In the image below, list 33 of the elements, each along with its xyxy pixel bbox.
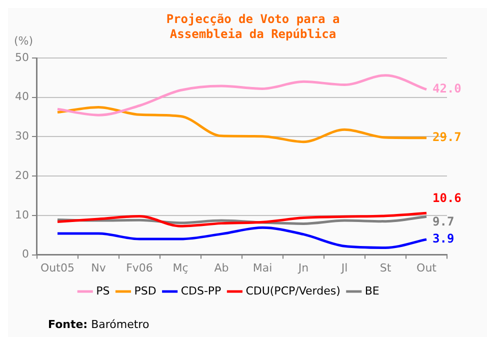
x-tick-label: Out (416, 261, 438, 274)
data-label: 42.0 (432, 82, 462, 96)
y-tick-label: 0 (22, 248, 29, 261)
legend-label: PSD (134, 284, 156, 298)
source-note: Fonte: Barómetro (48, 318, 150, 331)
y-tick-label: 50 (14, 50, 29, 64)
y-axis-title: (%) (14, 34, 34, 48)
line-series (56, 106, 428, 144)
chart-title: Projecção de Voto para a Assembleia da República (166, 12, 340, 42)
x-tick-label: Out05 (40, 261, 74, 274)
x-tick-label: Nv (91, 261, 106, 274)
line-series (56, 226, 428, 249)
data-label: 9.7 (432, 214, 454, 229)
data-label: 29.7 (432, 130, 462, 144)
x-tick-label: Mai (252, 261, 272, 274)
line-series (56, 212, 428, 228)
y-tick-label: 40 (14, 90, 29, 104)
line-series (56, 74, 428, 116)
legend-label: CDU(PCP/Verdes) (246, 284, 340, 298)
x-tick-label: Mç (172, 261, 188, 274)
x-tick-label: Ab (214, 261, 229, 274)
x-tick-label: Jl (340, 261, 348, 274)
legend-label: CDS-PP (180, 284, 222, 298)
data-label: 10.6 (432, 191, 462, 206)
data-label: 3.9 (432, 232, 454, 246)
legend-label: PS (96, 284, 110, 298)
legend-label: BE (364, 284, 380, 298)
x-tick-label: St (380, 261, 392, 274)
y-tick-label: 30 (14, 130, 29, 143)
x-tick-label: Jn (297, 261, 309, 274)
y-tick-label: 20 (14, 168, 29, 182)
y-tick-label: 10 (14, 208, 29, 222)
x-tick-label: Fv06 (126, 261, 153, 274)
